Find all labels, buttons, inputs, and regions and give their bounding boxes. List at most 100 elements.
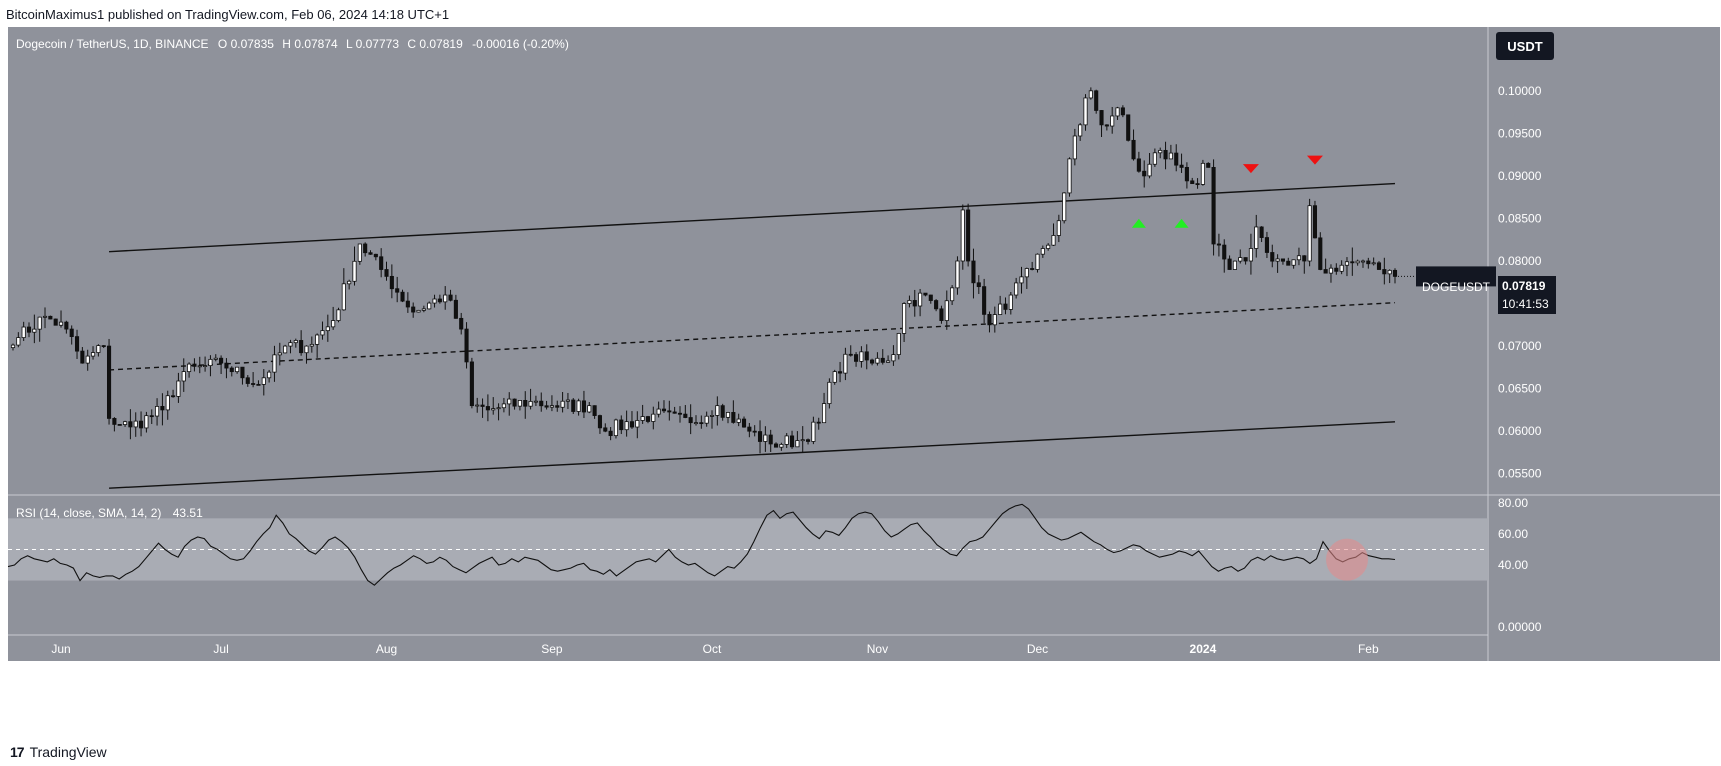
candle[interactable] bbox=[629, 411, 635, 429]
candle[interactable] bbox=[1120, 105, 1125, 118]
candle[interactable] bbox=[838, 361, 843, 383]
candle[interactable] bbox=[1083, 94, 1088, 131]
candle[interactable] bbox=[597, 414, 603, 434]
candle[interactable] bbox=[144, 411, 149, 433]
candle[interactable] bbox=[1115, 106, 1120, 120]
candle[interactable] bbox=[453, 294, 458, 319]
candle[interactable] bbox=[950, 285, 955, 306]
candle[interactable] bbox=[976, 275, 981, 294]
candle[interactable] bbox=[827, 378, 832, 409]
candle[interactable] bbox=[101, 345, 106, 349]
candle[interactable] bbox=[832, 369, 837, 385]
rsi-line[interactable] bbox=[7, 503, 1396, 586]
candle[interactable] bbox=[1371, 257, 1376, 266]
candle[interactable] bbox=[160, 393, 165, 426]
candle[interactable] bbox=[1387, 269, 1392, 284]
candle[interactable] bbox=[512, 398, 517, 410]
candle[interactable] bbox=[587, 401, 592, 414]
candle[interactable] bbox=[1216, 233, 1221, 257]
candle[interactable] bbox=[752, 425, 757, 437]
candle[interactable] bbox=[539, 392, 544, 412]
candle[interactable] bbox=[603, 423, 608, 433]
candle[interactable] bbox=[928, 294, 933, 304]
candle[interactable] bbox=[816, 417, 821, 430]
candle[interactable] bbox=[544, 400, 549, 410]
candle[interactable] bbox=[203, 356, 208, 372]
candle[interactable] bbox=[517, 400, 522, 411]
candle[interactable] bbox=[645, 415, 651, 424]
candle[interactable] bbox=[400, 289, 405, 303]
candle[interactable] bbox=[1318, 232, 1323, 271]
candle[interactable] bbox=[336, 307, 341, 323]
candle[interactable] bbox=[886, 355, 891, 363]
candle[interactable] bbox=[389, 264, 394, 299]
candle[interactable] bbox=[395, 276, 400, 303]
candle[interactable] bbox=[560, 391, 565, 413]
chart-frame[interactable]: 0.105000.100000.095000.090000.085000.080… bbox=[7, 27, 1720, 745]
candle[interactable] bbox=[21, 321, 26, 341]
candle[interactable] bbox=[731, 400, 736, 424]
candle[interactable] bbox=[58, 310, 64, 328]
candle[interactable] bbox=[357, 243, 362, 265]
candle[interactable] bbox=[907, 295, 912, 308]
candle[interactable] bbox=[704, 411, 709, 427]
candle[interactable] bbox=[1152, 148, 1157, 167]
candle[interactable] bbox=[1360, 259, 1366, 268]
candle[interactable] bbox=[368, 250, 373, 255]
candle[interactable] bbox=[315, 333, 320, 358]
candle[interactable] bbox=[1312, 200, 1318, 239]
candle[interactable] bbox=[987, 311, 992, 333]
candle[interactable] bbox=[747, 422, 752, 438]
candle[interactable] bbox=[955, 256, 960, 295]
candle[interactable] bbox=[795, 431, 800, 448]
candle[interactable] bbox=[85, 349, 90, 371]
candle[interactable] bbox=[122, 420, 128, 427]
candle[interactable] bbox=[624, 410, 629, 437]
candle[interactable] bbox=[661, 400, 667, 413]
candle[interactable] bbox=[16, 332, 21, 348]
candle[interactable] bbox=[672, 406, 677, 414]
candle[interactable] bbox=[267, 369, 272, 383]
candle[interactable] bbox=[1163, 141, 1168, 170]
candle[interactable] bbox=[411, 302, 416, 318]
candle[interactable] bbox=[1024, 267, 1029, 289]
candle[interactable] bbox=[341, 268, 346, 311]
candle[interactable] bbox=[245, 375, 250, 387]
candle[interactable] bbox=[918, 288, 923, 317]
candle[interactable] bbox=[635, 411, 640, 439]
candle[interactable] bbox=[1323, 258, 1328, 274]
candle[interactable] bbox=[1248, 233, 1253, 275]
candle[interactable] bbox=[26, 322, 32, 338]
candle[interactable] bbox=[139, 411, 144, 437]
candle[interactable] bbox=[171, 389, 176, 398]
candle[interactable] bbox=[741, 416, 747, 428]
candle[interactable] bbox=[576, 398, 581, 416]
candle[interactable] bbox=[875, 352, 880, 366]
candle[interactable] bbox=[1190, 177, 1195, 185]
candle[interactable] bbox=[992, 306, 997, 333]
candle[interactable] bbox=[432, 294, 437, 308]
candle[interactable] bbox=[859, 346, 864, 368]
candle[interactable] bbox=[448, 289, 453, 302]
candle[interactable] bbox=[1051, 223, 1056, 246]
candle[interactable] bbox=[181, 358, 186, 392]
candle[interactable] bbox=[693, 415, 699, 426]
candle[interactable] bbox=[235, 366, 240, 374]
candle[interactable] bbox=[699, 415, 704, 429]
candle[interactable] bbox=[320, 321, 325, 340]
candle[interactable] bbox=[427, 301, 432, 310]
symbol-legend[interactable]: Dogecoin / TetherUS, 1D, BINANCE O 0.078… bbox=[16, 37, 569, 51]
candle[interactable] bbox=[592, 405, 597, 419]
candle[interactable] bbox=[1280, 258, 1286, 265]
candle[interactable] bbox=[165, 390, 170, 420]
candle[interactable] bbox=[192, 358, 197, 372]
candle[interactable] bbox=[736, 413, 741, 427]
candle[interactable] bbox=[934, 299, 939, 312]
candle[interactable] bbox=[229, 366, 234, 377]
candle[interactable] bbox=[491, 397, 496, 415]
candle[interactable] bbox=[1232, 260, 1237, 270]
candle[interactable] bbox=[939, 305, 944, 324]
candle[interactable] bbox=[757, 420, 763, 454]
candle[interactable] bbox=[1003, 297, 1008, 315]
candle[interactable] bbox=[1238, 249, 1243, 264]
